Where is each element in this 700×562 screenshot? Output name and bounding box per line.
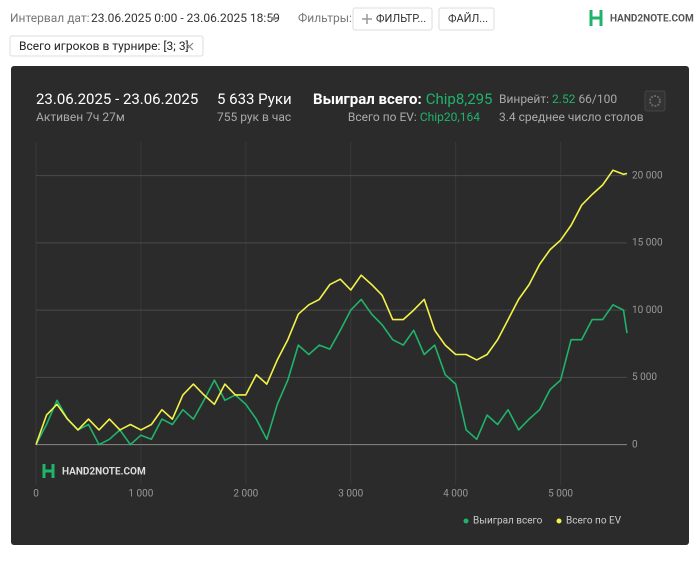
watermark: HAND2NOTE.COM xyxy=(62,467,146,478)
plus-icon xyxy=(362,14,372,24)
legend-swatch xyxy=(556,518,562,524)
x-tick-label: 1 000 xyxy=(128,489,153,500)
filters-label: Фильтры: xyxy=(298,11,352,25)
watermark-icon xyxy=(42,464,55,478)
legend-label: Выиграл всего xyxy=(473,516,543,527)
dropdown-arrow[interactable] xyxy=(270,17,278,21)
y-tick-label: 20 000 xyxy=(632,170,663,181)
winrate-unit: 66/100 xyxy=(578,92,617,106)
logo: HAND2NOTE.COM xyxy=(610,14,694,25)
settings-button[interactable] xyxy=(644,90,666,112)
legend-label: Всего по EV xyxy=(566,516,622,527)
x-tick-label: 4 000 xyxy=(443,489,468,500)
won-label: Выиграл всего: xyxy=(313,90,422,108)
winrate: Винрейт: 2.52 66/100 xyxy=(499,92,617,106)
filter-button-label[interactable]: ФИЛЬТР... xyxy=(376,12,426,25)
winrate-label: Винрейт: xyxy=(499,92,549,106)
x-tick-label: 3 000 xyxy=(338,489,363,500)
y-tick-label: 5 000 xyxy=(632,372,657,383)
tables: 3.4 среднее число столов xyxy=(499,110,644,124)
ev-label: Всего по EV: xyxy=(348,110,417,124)
gear-icon xyxy=(649,95,661,107)
y-tick-label: 10 000 xyxy=(632,305,663,316)
hands: 5 633 Руки xyxy=(217,90,292,108)
date-label: Интервал дат: xyxy=(10,11,90,25)
y-tick-label: 0 xyxy=(632,439,638,450)
x-tick-label: 0 xyxy=(33,489,39,500)
filter-button[interactable] xyxy=(352,7,433,31)
won-value: Chip8,295 xyxy=(426,90,493,108)
series-line xyxy=(35,298,628,446)
file-button[interactable] xyxy=(438,7,495,31)
logo-icon xyxy=(589,10,603,26)
ev-total: Всего по EV: Chip20,164 xyxy=(348,110,480,124)
x-tick-label: 5 000 xyxy=(548,489,573,500)
hands-per-hour: 755 рук в час xyxy=(217,110,291,124)
legend-swatch xyxy=(463,518,469,524)
won-total: Выиграл всего: Chip8,295 xyxy=(313,90,493,108)
winrate-value: 2.52 xyxy=(552,92,576,106)
date-value[interactable]: 23.06.2025 0:00 - 23.06.2025 18:59 xyxy=(91,11,280,25)
series-line xyxy=(35,169,628,445)
filter-tag[interactable] xyxy=(9,35,204,57)
ev-value: Chip20,164 xyxy=(420,110,480,124)
filter-tag-label: Всего игроков в турнире: [3; 3] xyxy=(19,39,189,53)
tag-close[interactable] xyxy=(185,42,194,51)
active-time: Активен 7ч 27м xyxy=(36,110,125,124)
graph-panel xyxy=(11,66,689,545)
date-range: 23.06.2025 - 23.06.2025 xyxy=(36,90,198,108)
y-tick-label: 15 000 xyxy=(632,238,663,249)
x-tick-label: 2 000 xyxy=(233,489,258,500)
file-button-label[interactable]: ФАЙЛ... xyxy=(448,12,488,25)
